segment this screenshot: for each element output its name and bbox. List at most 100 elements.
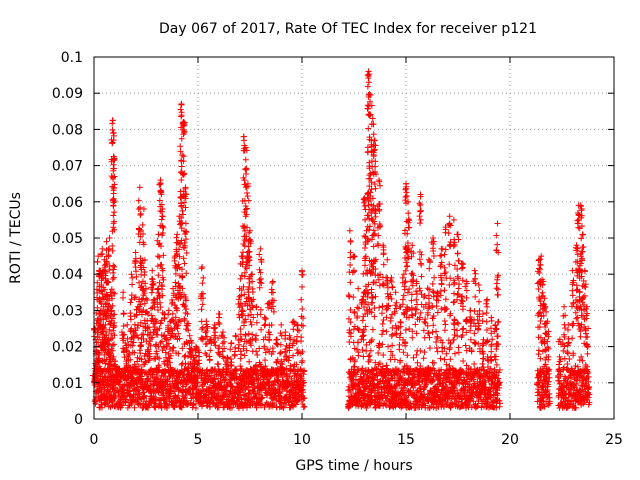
data-point	[367, 393, 374, 400]
data-point	[137, 319, 144, 326]
data-point	[172, 270, 179, 277]
data-point	[374, 240, 381, 247]
data-point	[416, 285, 423, 292]
data-point	[451, 369, 458, 376]
data-point	[99, 290, 106, 297]
data-point	[446, 261, 453, 268]
data-point	[293, 338, 300, 345]
data-point	[186, 332, 193, 339]
data-point	[110, 269, 117, 276]
data-point	[206, 384, 213, 391]
data-point	[100, 328, 107, 335]
data-point	[401, 279, 408, 286]
data-point	[248, 321, 255, 328]
data-point	[443, 361, 450, 368]
data-point	[347, 388, 354, 395]
data-point	[269, 279, 276, 286]
data-point	[136, 347, 143, 354]
data-point	[142, 280, 149, 287]
data-point	[364, 212, 371, 219]
data-point	[266, 378, 273, 385]
data-point	[364, 190, 371, 197]
data-point	[135, 363, 142, 370]
data-point	[453, 327, 460, 334]
data-point	[155, 362, 162, 369]
data-point	[146, 338, 153, 345]
data-point	[103, 332, 110, 339]
data-point	[141, 290, 148, 297]
data-point	[177, 318, 184, 325]
data-point	[253, 303, 260, 310]
data-point	[151, 296, 158, 303]
data-point	[187, 345, 194, 352]
data-point	[182, 204, 189, 211]
data-point	[168, 388, 175, 395]
data-point	[215, 349, 222, 356]
data-point	[157, 304, 164, 311]
data-point	[178, 403, 185, 410]
data-point	[94, 304, 101, 311]
data-point	[137, 395, 144, 402]
data-point	[278, 321, 285, 328]
data-point	[110, 327, 117, 334]
data-point	[162, 349, 169, 356]
data-point	[103, 258, 110, 265]
data-point	[158, 261, 165, 268]
data-point	[385, 376, 392, 383]
data-point	[106, 388, 113, 395]
data-point	[166, 359, 173, 366]
data-point	[259, 394, 266, 401]
data-point	[347, 306, 354, 313]
data-point	[224, 355, 231, 362]
data-point	[192, 347, 199, 354]
data-point	[442, 224, 449, 231]
data-point	[351, 253, 358, 260]
data-point	[369, 270, 376, 277]
data-point	[347, 279, 354, 286]
data-point	[355, 285, 362, 292]
data-point	[159, 338, 166, 345]
data-point	[441, 356, 448, 363]
data-point	[258, 256, 265, 263]
data-point	[264, 392, 271, 399]
data-point	[199, 263, 206, 270]
data-point	[149, 371, 156, 378]
data-point	[181, 302, 188, 309]
data-point	[160, 224, 167, 231]
data-point	[354, 339, 361, 346]
data-point	[108, 399, 115, 406]
data-point	[154, 263, 161, 270]
data-point	[371, 230, 378, 237]
data-point	[128, 296, 135, 303]
data-point	[455, 257, 462, 264]
data-point	[150, 299, 157, 306]
data-point	[473, 403, 480, 410]
data-point	[351, 363, 358, 370]
data-point	[177, 241, 184, 248]
data-point	[299, 267, 305, 274]
data-point	[111, 332, 118, 339]
data-point	[235, 311, 242, 318]
data-point	[404, 396, 411, 403]
data-point	[156, 397, 163, 404]
data-point	[538, 401, 545, 408]
data-point	[241, 227, 248, 234]
data-point	[125, 352, 132, 359]
data-point	[175, 330, 182, 337]
data-point	[361, 233, 368, 240]
data-point	[442, 321, 449, 328]
data-point	[111, 226, 118, 233]
data-point	[146, 353, 153, 360]
data-point	[110, 322, 117, 329]
data-point	[232, 368, 239, 375]
data-point	[410, 354, 417, 361]
data-point	[111, 263, 118, 270]
data-point	[416, 316, 423, 323]
data-point	[409, 242, 416, 249]
data-point	[418, 251, 425, 258]
data-point	[421, 370, 428, 377]
data-point	[257, 245, 264, 252]
data-point	[101, 386, 108, 393]
data-point	[422, 316, 429, 323]
data-point	[425, 305, 432, 312]
